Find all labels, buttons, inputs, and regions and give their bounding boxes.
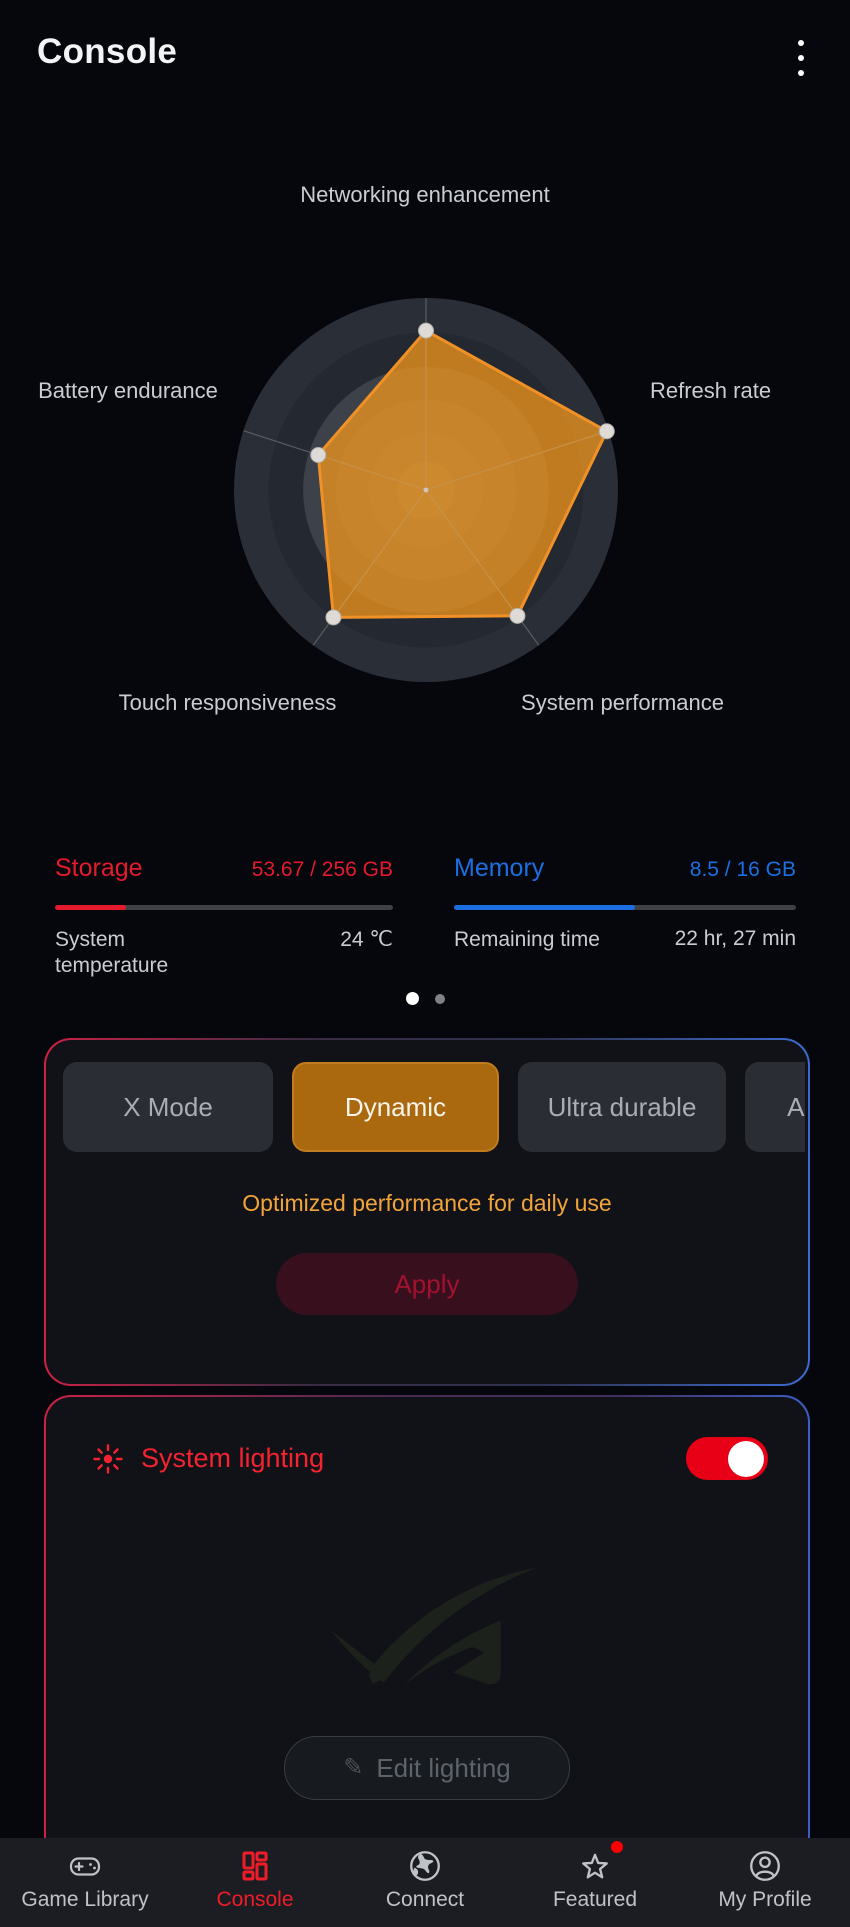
- memory-progress-bar: [454, 905, 796, 910]
- notification-badge: [611, 1841, 623, 1853]
- nav-label: Console: [216, 1888, 294, 1911]
- memory-stat: Memory 8.5 / 16 GB Remaining time 22 hr,…: [454, 854, 796, 980]
- nav-label: Game Library: [21, 1888, 149, 1911]
- mode-description: Optimized performance for daily use: [242, 1190, 612, 1216]
- system-lighting-toggle[interactable]: [686, 1437, 768, 1480]
- nav-my-profile[interactable]: My Profile: [680, 1838, 850, 1927]
- brightness-icon: [93, 1443, 123, 1474]
- performance-mode-card: X Mode Dynamic Ultra durable Advanced Op…: [44, 1038, 810, 1386]
- radar-label-battery: Battery endurance: [38, 378, 218, 403]
- mode-button-3[interactable]: Advanced: [745, 1062, 805, 1152]
- globe-icon: [410, 1851, 440, 1881]
- mode-button-2[interactable]: Ultra durable: [518, 1062, 726, 1152]
- gamepad-icon: [69, 1857, 101, 1876]
- radar-label-touch: Touch responsiveness: [118, 690, 337, 715]
- memory-value: 8.5 / 16 GB: [689, 858, 796, 881]
- page-dot-0[interactable]: [405, 992, 419, 1005]
- page-title: Console: [37, 32, 178, 71]
- mode-button-row: X Mode Dynamic Ultra durable Advanced: [63, 1062, 805, 1152]
- overflow-menu-button[interactable]: [786, 38, 816, 78]
- nav-featured[interactable]: Featured: [510, 1838, 680, 1927]
- nav-connect[interactable]: Connect: [340, 1838, 510, 1927]
- nav-label: Connect: [385, 1888, 465, 1911]
- pencil-icon: ✎: [343, 1753, 364, 1781]
- remaining-time-value: 22 hr, 27 min: [674, 927, 796, 950]
- mode-button-0[interactable]: X Mode: [63, 1062, 273, 1152]
- nav-console[interactable]: Console: [170, 1838, 340, 1927]
- performance-radar-chart: Networking enhancement Refresh rate Syst…: [0, 150, 850, 790]
- apply-button[interactable]: Apply: [276, 1253, 578, 1315]
- nav-label: My Profile: [718, 1888, 812, 1911]
- nav-label: Featured: [552, 1888, 638, 1911]
- temperature-value: 24 ℃: [340, 928, 393, 951]
- radar-label-performance: System performance: [521, 690, 724, 715]
- radar-chart-svg: [234, 298, 618, 682]
- storage-value: 53.67 / 256 GB: [251, 858, 393, 881]
- edit-lighting-label: Edit lighting: [376, 1752, 511, 1783]
- star-icon: [582, 1853, 608, 1879]
- storage-stat: Storage 53.67 / 256 GB System temperatur…: [55, 854, 393, 980]
- mode-button-1[interactable]: Dynamic: [292, 1062, 499, 1152]
- rog-logo: [330, 1567, 537, 1685]
- memory-label: Memory: [454, 854, 545, 882]
- remaining-time-label: Remaining time: [454, 928, 600, 951]
- radar-label-refresh: Refresh rate: [650, 378, 772, 403]
- console-dashboard-icon: [242, 1851, 268, 1881]
- profile-icon: [750, 1851, 780, 1881]
- page-indicator[interactable]: [0, 992, 850, 1005]
- nav-game-library[interactable]: Game Library: [0, 1838, 170, 1927]
- storage-bar-fill: [55, 905, 126, 910]
- system-stats: Storage 53.67 / 256 GB System temperatur…: [55, 854, 796, 980]
- page-dot-1[interactable]: [434, 993, 445, 1004]
- radar-label-networking: Networking enhancement: [300, 182, 550, 207]
- storage-label: Storage: [55, 854, 143, 882]
- memory-bar-fill: [454, 905, 636, 910]
- bottom-navigation: Game Library Console: [0, 1838, 850, 1927]
- edit-lighting-button[interactable]: ✎ Edit lighting: [284, 1736, 570, 1800]
- system-lighting-title: System lighting: [141, 1443, 325, 1473]
- temperature-label: System temperature: [55, 928, 169, 978]
- storage-progress-bar: [55, 905, 393, 910]
